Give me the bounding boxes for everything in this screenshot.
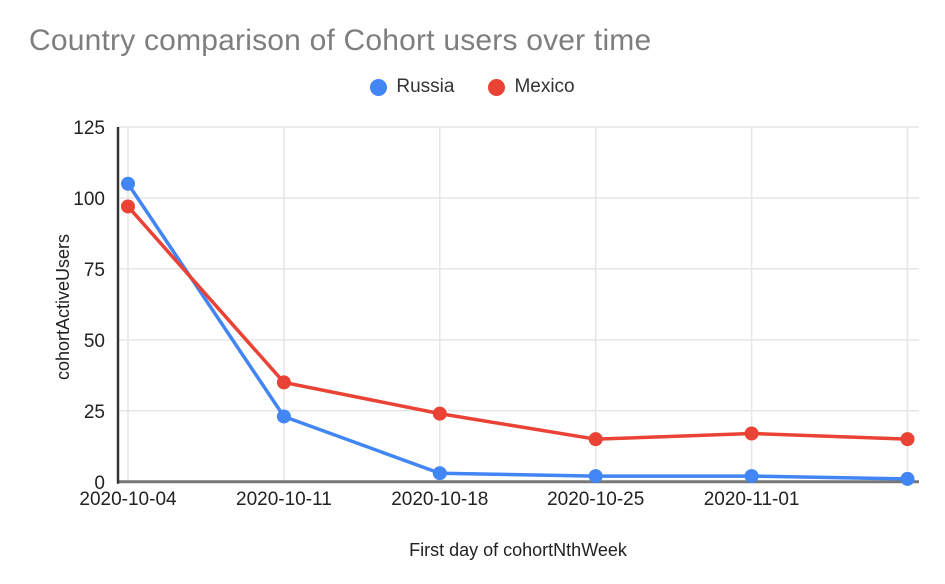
russia-point <box>744 469 759 484</box>
chart-legend: Russia Mexico <box>0 76 945 98</box>
y-tick-label: 125 <box>73 118 105 139</box>
mexico-point <box>121 199 135 214</box>
mexico-point <box>588 432 603 447</box>
mexico-point <box>276 375 291 390</box>
y-tick-label: 50 <box>84 331 105 352</box>
x-tick-label: 2020-10-04 <box>79 489 177 510</box>
mexico-point <box>432 406 447 421</box>
russia-point <box>432 466 447 481</box>
mexico-point <box>900 432 915 447</box>
russia-point <box>276 409 291 424</box>
russia-line <box>126 182 910 481</box>
y-tick-label: 75 <box>84 260 105 281</box>
mexico-point <box>744 426 759 441</box>
x-tick-label: 2020-10-25 <box>547 489 644 510</box>
x-tick-label: 2020-11-01 <box>704 489 800 510</box>
legend-item-russia: Russia <box>370 76 454 98</box>
legend-label-russia: Russia <box>396 76 455 97</box>
y-tick-label: 25 <box>84 402 105 423</box>
chart-title: Country comparison of Cohort users over … <box>29 24 652 57</box>
x-tick-label: 2020-10-18 <box>391 489 488 510</box>
russia-series-dot-icon <box>370 78 388 96</box>
x-axis-title: First day of cohortNthWeek <box>409 540 628 560</box>
y-tick-label: 0 <box>94 473 105 494</box>
mexico-series-dot-icon <box>488 78 506 96</box>
y-axis-title: cohortActiveUsers <box>53 234 73 380</box>
legend-item-mexico: Mexico <box>488 76 575 98</box>
russia-point <box>121 176 135 191</box>
russia-point <box>588 469 603 484</box>
y-tick-label: 100 <box>73 189 105 210</box>
mexico-line <box>126 204 910 441</box>
x-tick-label: 2020-10-11 <box>236 489 332 510</box>
russia-point <box>900 471 915 486</box>
plot-area: 0 25 50 75 100 125 2020-10-04 2020-10-11 2020-10… <box>73 118 919 510</box>
legend-label-mexico: Mexico <box>514 76 575 97</box>
